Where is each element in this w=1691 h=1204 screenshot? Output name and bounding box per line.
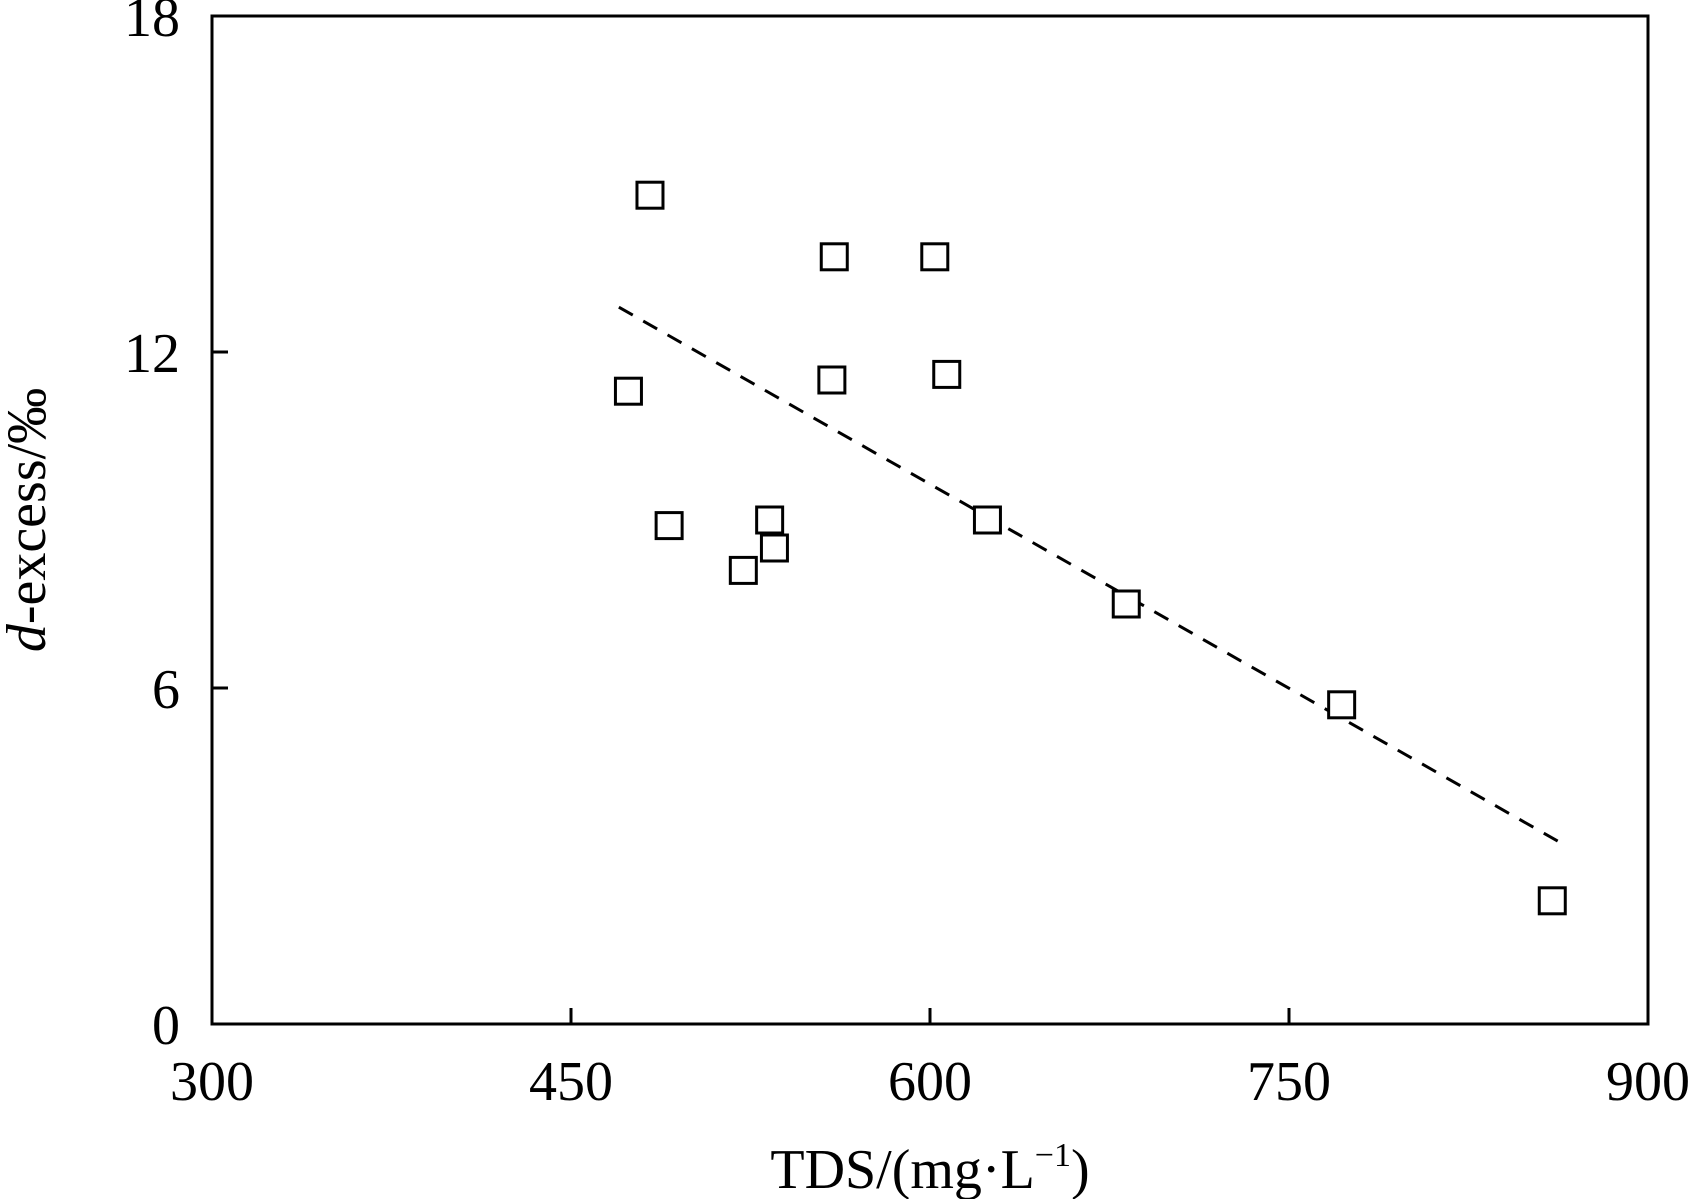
data-point	[972, 505, 1002, 535]
data-point	[1537, 886, 1567, 916]
plot-frame	[210, 14, 1650, 1026]
y-tick-label: 12	[124, 323, 180, 385]
y-tick-label: 18	[124, 0, 180, 49]
data-point	[613, 376, 643, 406]
y-tick-label: 0	[152, 995, 180, 1057]
y-tick-label: 6	[152, 659, 180, 721]
x-tick-label: 450	[529, 1051, 613, 1113]
data-point	[817, 365, 847, 395]
y-axis-label: d-excess/‰	[0, 388, 58, 652]
data-points	[613, 180, 1567, 916]
x-tick-label: 900	[1606, 1051, 1690, 1113]
trendline	[618, 305, 1565, 847]
x-tick-label: 600	[888, 1051, 972, 1113]
x-tick-label: 750	[1247, 1051, 1331, 1113]
x-axis-tick-labels: 300 450 600 750 900	[170, 1051, 1690, 1113]
x-axis-label-tail: )	[1071, 1139, 1090, 1199]
x-axis-label: TDS/(mg·L−1)	[770, 1137, 1089, 1199]
y-axis-ticks	[212, 14, 228, 1026]
data-point	[1327, 690, 1357, 720]
x-axis-label-superscript: −1	[1035, 1137, 1071, 1174]
data-point	[635, 180, 665, 210]
data-point	[932, 359, 962, 389]
data-point	[759, 533, 789, 563]
y-axis-tick-labels: 0 6 12 18	[124, 0, 180, 1057]
data-point	[819, 242, 849, 272]
data-point	[920, 242, 950, 272]
y-axis-label-variable: d	[0, 623, 58, 652]
y-axis-label-text: -excess/‰	[0, 388, 58, 624]
data-point	[1111, 589, 1141, 619]
data-point	[654, 511, 684, 541]
x-axis-ticks	[210, 1008, 1650, 1024]
data-point	[728, 555, 758, 585]
data-point	[755, 505, 785, 535]
x-tick-label: 300	[170, 1051, 254, 1113]
